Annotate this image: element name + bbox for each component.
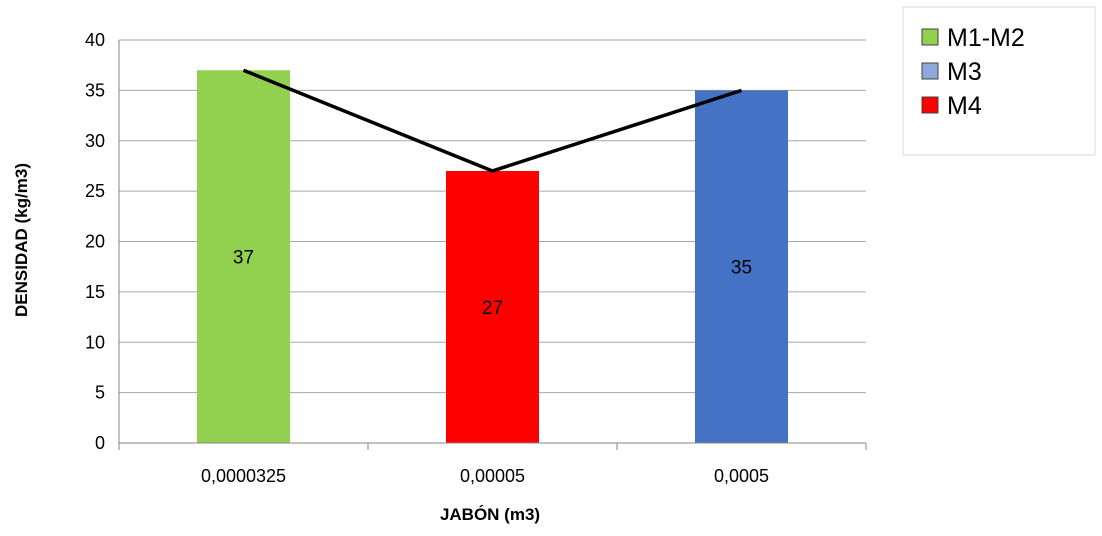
data-label: 37 bbox=[233, 248, 254, 269]
x-tick-label: 0,0005 bbox=[714, 466, 769, 486]
y-tick-labels: 0 5 10 15 20 25 30 35 40 bbox=[85, 30, 105, 453]
x-axis-title: JABÓN (m3) bbox=[440, 505, 540, 524]
bar bbox=[197, 70, 290, 443]
trend-line bbox=[242, 68, 743, 173]
legend: M1-M2 M3 M4 bbox=[902, 6, 1096, 156]
legend-items: M1-M2 M3 M4 bbox=[921, 24, 1025, 120]
y-tick-label: 25 bbox=[85, 181, 105, 201]
data-labels: 37 27 35 bbox=[233, 248, 752, 319]
legend-swatch bbox=[921, 62, 939, 80]
trend-line-layer bbox=[242, 68, 743, 173]
y-tick-label: 20 bbox=[85, 232, 105, 252]
x-tick-label: 0,0000325 bbox=[201, 466, 286, 486]
legend-swatch bbox=[921, 28, 939, 46]
bar bbox=[446, 170, 539, 443]
axes bbox=[118, 40, 867, 450]
y-tick-label: 5 bbox=[95, 383, 105, 403]
x-tick-labels: 0,0000325 0,00005 0,0005 bbox=[201, 466, 769, 486]
bar bbox=[695, 90, 788, 443]
legend-label: M4 bbox=[947, 92, 982, 120]
y-tick-label: 10 bbox=[85, 332, 105, 352]
y-tick-label: 30 bbox=[85, 131, 105, 151]
data-label: 35 bbox=[731, 258, 752, 279]
y-tick-label: 15 bbox=[85, 282, 105, 302]
legend-label: M3 bbox=[947, 58, 982, 86]
x-tick-label: 0,00005 bbox=[460, 466, 525, 486]
legend-swatch bbox=[921, 96, 939, 114]
legend-label: M1-M2 bbox=[947, 24, 1025, 52]
y-tick-label: 40 bbox=[85, 30, 105, 50]
data-label: 27 bbox=[482, 298, 503, 319]
y-tick-label: 0 bbox=[95, 433, 105, 453]
y-axis-title: DENSIDAD (kg/m3) bbox=[12, 163, 31, 317]
bars bbox=[197, 70, 788, 443]
y-tick-label: 35 bbox=[85, 80, 105, 100]
